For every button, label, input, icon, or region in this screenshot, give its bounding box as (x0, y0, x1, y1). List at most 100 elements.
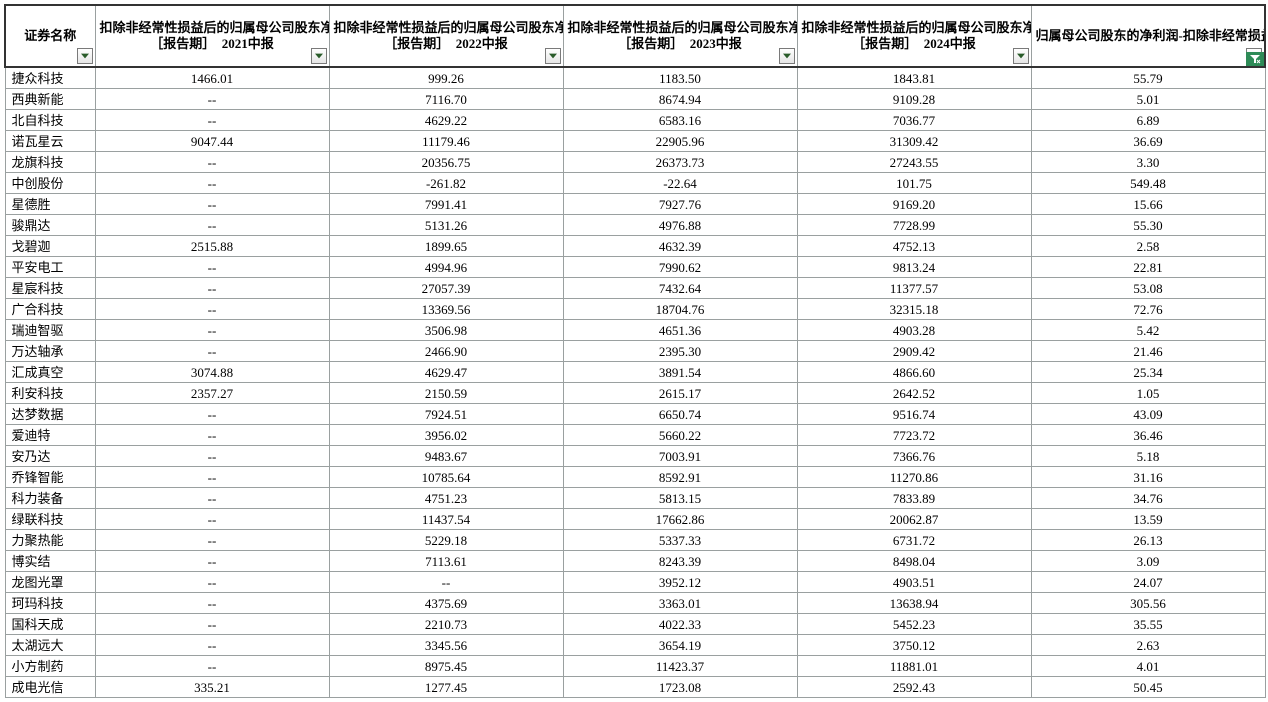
table-row: 太湖远大--3345.563654.193750.122.63 (5, 635, 1265, 656)
value-cell: 2395.30 (563, 341, 797, 362)
value-cell: 34.76 (1031, 488, 1265, 509)
filter-button-col-1[interactable] (311, 48, 327, 64)
table-row: 星德胜--7991.417927.769169.2015.66 (5, 194, 1265, 215)
value-cell: 6650.74 (563, 404, 797, 425)
filter-button-col-3[interactable] (779, 48, 795, 64)
value-cell: 3891.54 (563, 362, 797, 383)
value-cell: 7927.76 (563, 194, 797, 215)
value-cell: 13369.56 (329, 299, 563, 320)
table-row: 小方制药--8975.4511423.3711881.014.01 (5, 656, 1265, 677)
value-cell: -- (95, 572, 329, 593)
value-cell: 22905.96 (563, 131, 797, 152)
security-name-cell: 珂玛科技 (5, 593, 95, 614)
clear-filter-tag[interactable] (1246, 52, 1264, 66)
value-cell: 53.08 (1031, 278, 1265, 299)
security-name-cell: 瑞迪智驱 (5, 320, 95, 341)
column-header-1: 扣除非经常性损益后的归属母公司股东净利润［报告期］ 2021中报 (95, 5, 329, 67)
value-cell: 22.81 (1031, 257, 1265, 278)
value-cell: 13.59 (1031, 509, 1265, 530)
filter-button-col-0[interactable] (77, 48, 93, 64)
value-cell: 25.34 (1031, 362, 1265, 383)
value-cell: 1723.08 (563, 677, 797, 698)
security-name-cell: 成电光信 (5, 677, 95, 698)
table-row: 安乃达--9483.677003.917366.765.18 (5, 446, 1265, 467)
table-row: 捷众科技1466.01999.261183.501843.8155.79 (5, 67, 1265, 89)
value-cell: 8674.94 (563, 89, 797, 110)
value-cell: -- (95, 194, 329, 215)
value-cell: 3.09 (1031, 551, 1265, 572)
table-row: 达梦数据--7924.516650.749516.7443.09 (5, 404, 1265, 425)
column-header-label-5: 归属母公司股东的净利润-扣除非经常损益（同比增长率） (1036, 28, 1266, 43)
table-row: 龙旗科技--20356.7526373.7327243.553.30 (5, 152, 1265, 173)
security-name-cell: 小方制药 (5, 656, 95, 677)
value-cell: 6731.72 (797, 530, 1031, 551)
value-cell: 7432.64 (563, 278, 797, 299)
table-row: 瑞迪智驱--3506.984651.364903.285.42 (5, 320, 1265, 341)
value-cell: -- (329, 572, 563, 593)
value-cell: 305.56 (1031, 593, 1265, 614)
value-cell: 9516.74 (797, 404, 1031, 425)
value-cell: -- (95, 215, 329, 236)
value-cell: 5131.26 (329, 215, 563, 236)
value-cell: 7036.77 (797, 110, 1031, 131)
value-cell: 1277.45 (329, 677, 563, 698)
value-cell: 21.46 (1031, 341, 1265, 362)
table-row: 平安电工--4994.967990.629813.2422.81 (5, 257, 1265, 278)
value-cell: 2357.27 (95, 383, 329, 404)
value-cell: 11437.54 (329, 509, 563, 530)
security-name-cell: 科力装备 (5, 488, 95, 509)
value-cell: 7990.62 (563, 257, 797, 278)
table-row: 万达轴承--2466.902395.302909.4221.46 (5, 341, 1265, 362)
value-cell: 2210.73 (329, 614, 563, 635)
value-cell: 55.79 (1031, 67, 1265, 89)
value-cell: 36.69 (1031, 131, 1265, 152)
table-row: 利安科技2357.272150.592615.172642.521.05 (5, 383, 1265, 404)
value-cell: 2466.90 (329, 341, 563, 362)
security-name-cell: 北自科技 (5, 110, 95, 131)
value-cell: -- (95, 488, 329, 509)
value-cell: 7924.51 (329, 404, 563, 425)
value-cell: 26.13 (1031, 530, 1265, 551)
value-cell: 36.46 (1031, 425, 1265, 446)
value-cell: -22.64 (563, 173, 797, 194)
value-cell: -- (95, 173, 329, 194)
value-cell: -- (95, 320, 329, 341)
table-row: 西典新能--7116.708674.949109.285.01 (5, 89, 1265, 110)
value-cell: 2.63 (1031, 635, 1265, 656)
value-cell: 11377.57 (797, 278, 1031, 299)
table-row: 汇成真空3074.884629.473891.544866.6025.34 (5, 362, 1265, 383)
security-name-cell: 安乃达 (5, 446, 95, 467)
value-cell: -- (95, 152, 329, 173)
value-cell: 3952.12 (563, 572, 797, 593)
value-cell: 7113.61 (329, 551, 563, 572)
value-cell: 4751.23 (329, 488, 563, 509)
value-cell: 26373.73 (563, 152, 797, 173)
table-row: 龙图光罩----3952.124903.5124.07 (5, 572, 1265, 593)
security-name-cell: 星德胜 (5, 194, 95, 215)
value-cell: 55.30 (1031, 215, 1265, 236)
value-cell: 17662.86 (563, 509, 797, 530)
table-row: 骏鼎达--5131.264976.887728.9955.30 (5, 215, 1265, 236)
value-cell: 4629.22 (329, 110, 563, 131)
security-name-cell: 龙图光罩 (5, 572, 95, 593)
table-row: 珂玛科技--4375.693363.0113638.94305.56 (5, 593, 1265, 614)
value-cell: 3074.88 (95, 362, 329, 383)
value-cell: 50.45 (1031, 677, 1265, 698)
value-cell: 7991.41 (329, 194, 563, 215)
value-cell: 3506.98 (329, 320, 563, 341)
filter-button-col-2[interactable] (545, 48, 561, 64)
filter-button-col-4[interactable] (1013, 48, 1029, 64)
table-row: 国科天成--2210.734022.335452.2335.55 (5, 614, 1265, 635)
security-name-cell: 太湖远大 (5, 635, 95, 656)
value-cell: 1899.65 (329, 236, 563, 257)
column-header-label-2: 扣除非经常性损益后的归属母公司股东净利润［报告期］ 2022中报 (334, 20, 564, 51)
value-cell: 72.76 (1031, 299, 1265, 320)
value-cell: 4629.47 (329, 362, 563, 383)
value-cell: 2515.88 (95, 236, 329, 257)
value-cell: -- (95, 467, 329, 488)
table-body: 捷众科技1466.01999.261183.501843.8155.79西典新能… (5, 67, 1265, 698)
value-cell: 2592.43 (797, 677, 1031, 698)
value-cell: -- (95, 257, 329, 278)
value-cell: -261.82 (329, 173, 563, 194)
security-name-cell: 广合科技 (5, 299, 95, 320)
